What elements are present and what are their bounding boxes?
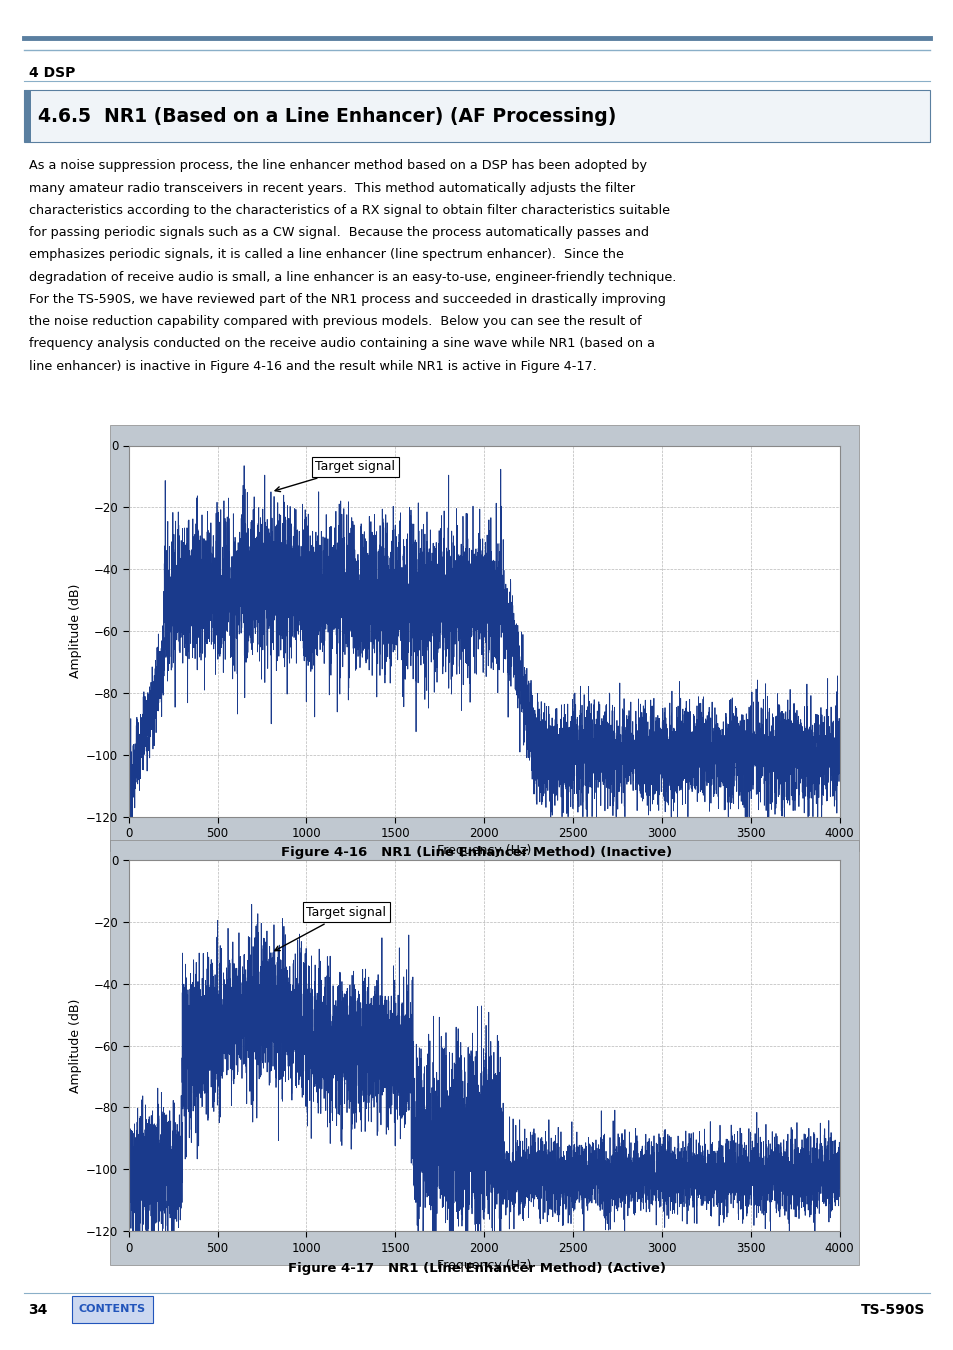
Text: for passing periodic signals such as a CW signal.  Because the process automatic: for passing periodic signals such as a C… — [29, 227, 648, 239]
X-axis label: Frequency (Hz): Frequency (Hz) — [436, 844, 531, 857]
Y-axis label: Amplitude (dB): Amplitude (dB) — [69, 585, 82, 678]
Text: the noise reduction capability compared with previous models.  Below you can see: the noise reduction capability compared … — [29, 316, 640, 328]
Text: characteristics according to the characteristics of a RX signal to obtain filter: characteristics according to the charact… — [29, 204, 669, 217]
Text: As a noise suppression process, the line enhancer method based on a DSP has been: As a noise suppression process, the line… — [29, 159, 646, 173]
Text: degradation of receive audio is small, a line enhancer is an easy-to-use, engine: degradation of receive audio is small, a… — [29, 270, 676, 284]
Text: CONTENTS: CONTENTS — [78, 1304, 145, 1315]
Text: Figure 4-17   NR1 (Line Enhancer Method) (Active): Figure 4-17 NR1 (Line Enhancer Method) (… — [288, 1262, 665, 1276]
Text: many amateur radio transceivers in recent years.  This method automatically adju: many amateur radio transceivers in recen… — [29, 182, 634, 194]
Text: emphasizes periodic signals, it is called a line enhancer (line spectrum enhance: emphasizes periodic signals, it is calle… — [29, 248, 623, 262]
Text: Target signal: Target signal — [274, 460, 395, 491]
Text: Target signal: Target signal — [274, 906, 386, 950]
Text: For the TS-590S, we have reviewed part of the NR1 process and succeeded in drast: For the TS-590S, we have reviewed part o… — [29, 293, 665, 306]
X-axis label: Frequency (Hz): Frequency (Hz) — [436, 1258, 531, 1272]
Text: 34: 34 — [29, 1303, 48, 1316]
Text: 4 DSP: 4 DSP — [29, 66, 75, 80]
Text: 4.6.5  NR1 (Based on a Line Enhancer) (AF Processing): 4.6.5 NR1 (Based on a Line Enhancer) (AF… — [38, 107, 616, 126]
Text: frequency analysis conducted on the receive audio containing a sine wave while N: frequency analysis conducted on the rece… — [29, 338, 654, 351]
Text: Figure 4-16   NR1 (Line Enhancer Method) (Inactive): Figure 4-16 NR1 (Line Enhancer Method) (… — [281, 846, 672, 860]
Text: line enhancer) is inactive in Figure 4-16 and the result while NR1 is active in : line enhancer) is inactive in Figure 4-1… — [29, 360, 596, 373]
Y-axis label: Amplitude (dB): Amplitude (dB) — [69, 999, 82, 1092]
Text: TS-590S: TS-590S — [861, 1303, 924, 1316]
